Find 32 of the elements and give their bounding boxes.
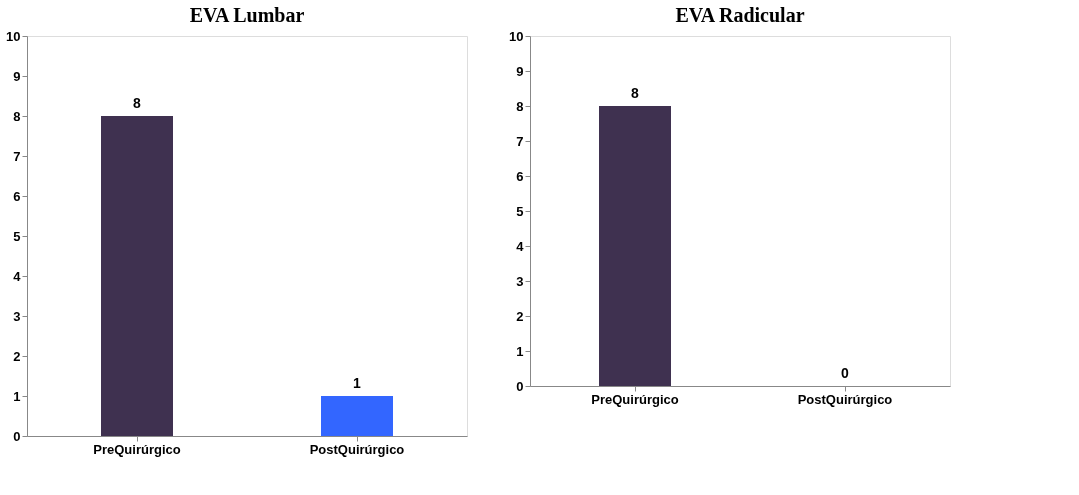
data-label: 8	[133, 95, 142, 111]
y-tick-label: 4	[13, 268, 22, 284]
y-tick-label: 10	[509, 28, 524, 44]
x-tick-label: PreQuirúrgico	[93, 441, 181, 457]
y-tick-label: 1	[516, 343, 524, 359]
y-tick-label: 1	[13, 388, 21, 404]
y-tick-label: 9	[516, 63, 524, 79]
x-tick-label: PostQuirúrgico	[309, 441, 405, 457]
y-tick-label: 0	[516, 378, 524, 394]
y-tick-label: 3	[516, 273, 524, 289]
x-tick-label: PostQuirúrgico	[797, 391, 893, 407]
y-tick-label: 9	[13, 68, 21, 84]
y-tick-label: 5	[13, 228, 21, 244]
y-tick-label: 4	[516, 238, 525, 254]
y-tick-label: 5	[516, 203, 524, 219]
y-tick-label: 6	[13, 188, 21, 204]
y-tick-label: 10	[6, 28, 21, 44]
y-tick-label: 3	[13, 308, 21, 324]
y-tick-label: 2	[13, 348, 21, 364]
data-label: 0	[841, 365, 850, 381]
x-tick-label: PreQuirúrgico	[591, 391, 679, 407]
y-tick-label: 0	[13, 428, 21, 444]
y-tick-label: 8	[516, 98, 524, 114]
y-tick-label: 6	[516, 168, 524, 184]
y-tick-label: 2	[516, 308, 524, 324]
data-label: 1	[353, 375, 362, 391]
data-label: 8	[631, 85, 640, 101]
chart-title: EVA Radicular	[675, 4, 805, 26]
y-tick-label: 7	[516, 133, 524, 149]
chart-title: EVA Lumbar	[189, 4, 305, 26]
y-tick-label: 8	[13, 108, 21, 124]
y-tick-label: 7	[13, 148, 21, 164]
